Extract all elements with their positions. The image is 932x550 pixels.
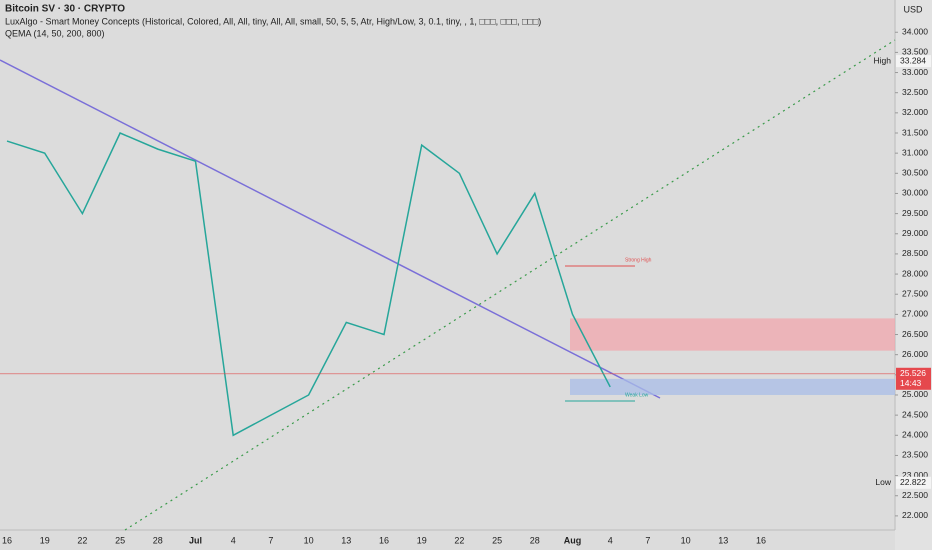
x-tick-label: 4 <box>231 535 236 545</box>
y-tick-label: 28.500 <box>902 248 928 258</box>
y-tick-label: 29.000 <box>902 228 928 238</box>
annotation: Weak Low <box>625 392 649 398</box>
y-tick-label: 27.000 <box>902 309 928 319</box>
high-label: High <box>874 55 892 65</box>
x-tick-label: 22 <box>454 535 464 545</box>
y-tick-label: 25.000 <box>902 389 928 399</box>
title: Bitcoin SV · 30 · CRYPTO <box>5 4 125 15</box>
y-tick-label: 26.500 <box>902 329 928 339</box>
indicator: LuxAlgo - Smart Money Concepts (Historic… <box>5 16 541 26</box>
y-tick-label: 32.000 <box>902 107 928 117</box>
y-tick-label: 23.500 <box>902 450 928 460</box>
high-box <box>896 55 931 68</box>
y-tick-label: 30.000 <box>902 188 928 198</box>
y-tick-label: 33.500 <box>902 47 928 57</box>
currency: USD <box>903 4 923 14</box>
x-tick-label: 19 <box>40 535 50 545</box>
x-tick-label: 10 <box>304 535 314 545</box>
x-tick-label: 13 <box>718 535 728 545</box>
annotation: Strong High <box>625 257 652 263</box>
y-tick-label: 24.500 <box>902 409 928 419</box>
zone <box>570 318 895 351</box>
x-tick-label: 28 <box>530 535 540 545</box>
x-tick-label: 7 <box>268 535 273 545</box>
trend-line <box>0 59 661 399</box>
y-tick-label: 26.000 <box>902 349 928 359</box>
x-tick-label: 19 <box>417 535 427 545</box>
x-tick-label: 13 <box>341 535 351 545</box>
y-tick-label: 30.500 <box>902 168 928 178</box>
x-tick-label: 10 <box>681 535 691 545</box>
x-tick-label: 16 <box>2 535 12 545</box>
x-tick-label: Aug <box>564 535 582 545</box>
y-tick-label: 31.500 <box>902 127 928 137</box>
low-value: 22.822 <box>900 477 926 487</box>
indicator: QEMA (14, 50, 200, 800) <box>5 28 105 38</box>
y-tick-label: 33.000 <box>902 67 928 77</box>
low-label: Low <box>875 477 891 487</box>
x-tick-label: 22 <box>77 535 87 545</box>
y-tick-label: 22.500 <box>902 490 928 500</box>
x-tick-label: 16 <box>756 535 766 545</box>
y-tick-label: 28.000 <box>902 268 928 278</box>
y-tick-label: 31.000 <box>902 147 928 157</box>
y-tick-label: 29.500 <box>902 208 928 218</box>
countdown: 14:43 <box>900 378 922 388</box>
y-tick-label: 34.000 <box>902 26 928 36</box>
price-line <box>6 132 611 437</box>
y-tick-label: 24.000 <box>902 430 928 440</box>
x-tick-label: 4 <box>608 535 613 545</box>
x-tick-label: 28 <box>153 535 163 545</box>
price-axis <box>895 0 932 550</box>
x-tick-label: 25 <box>492 535 502 545</box>
zone <box>570 378 895 395</box>
low-box <box>896 476 931 489</box>
high-value: 33.284 <box>900 55 926 65</box>
x-tick-label: Jul <box>189 535 202 545</box>
last-price: 25.526 <box>900 368 926 378</box>
x-tick-label: 16 <box>379 535 389 545</box>
x-tick-label: 25 <box>115 535 125 545</box>
y-tick-label: 23.000 <box>902 470 928 480</box>
y-tick-label: 27.500 <box>902 288 928 298</box>
y-tick-label: 32.500 <box>902 87 928 97</box>
x-tick-label: 7 <box>645 535 650 545</box>
trend-line <box>124 39 896 531</box>
y-tick-label: 22.000 <box>902 510 928 520</box>
last-price-box <box>896 367 931 390</box>
